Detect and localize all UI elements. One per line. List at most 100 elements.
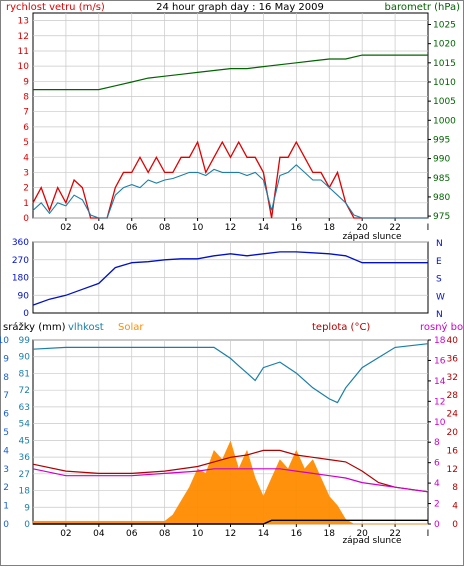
humidity-tick-label: 99 <box>19 336 31 346</box>
humidity-xtick-end: I <box>427 529 430 539</box>
wind-tick-label: 0 <box>23 214 29 224</box>
wind-tick-label: 5 <box>23 138 29 148</box>
wind-xtick-label: 18 <box>324 223 336 233</box>
temperature-tick-label: 0 <box>452 520 458 530</box>
compass-label: S <box>436 275 442 285</box>
wind-tick-label: 12 <box>18 32 29 42</box>
humidity-tick-label: 63 <box>19 403 30 413</box>
gust-series <box>32 164 428 219</box>
wind-tick-label: 4 <box>23 153 29 163</box>
wind-axis-label: rychlost vetru (m/s) <box>6 2 105 13</box>
sunset-note-2: západ slunce <box>342 536 402 546</box>
humidity-tick-label: 27 <box>19 470 30 480</box>
temperature-tick-label: 24 <box>447 410 459 420</box>
temperature-tick-label: 8 <box>452 483 458 493</box>
dewpoint-tick-label: 14 <box>434 377 446 387</box>
wind-tick-label: 7 <box>23 108 29 118</box>
humidity-xtick-label: 04 <box>93 529 105 539</box>
pressure-tick-label: 1000 <box>433 116 456 126</box>
temperature-tick-label: 12 <box>447 465 458 475</box>
rain-axis-label: srážky (mm) <box>3 321 66 333</box>
rain-tick-label: 10 <box>0 336 9 346</box>
temperature-axis-label: teplota (°C) <box>312 322 370 333</box>
humidity-tick-label: 9 <box>24 503 30 513</box>
humidity-xtick-label: 22 <box>389 529 400 539</box>
humidity-axis-label: vlhkost <box>68 322 104 333</box>
humidity-tick-label: 72 <box>19 386 30 396</box>
wind-xtick-label: 12 <box>225 223 236 233</box>
direction-tick-label: 180 <box>12 274 29 284</box>
compass-label: E <box>436 257 442 267</box>
dewpoint-axis-label: rosný bod <box>420 321 464 333</box>
pressure-tick-label: 975 <box>433 212 450 222</box>
direction-series <box>32 251 428 306</box>
humidity-tick-label: 18 <box>19 487 31 497</box>
rain-tick-label: 8 <box>3 373 9 383</box>
temperature-tick-label: 4 <box>452 502 458 512</box>
rain-tick-label: 2 <box>3 483 9 493</box>
wind-tick-label: 9 <box>23 77 29 87</box>
pressure-tick-label: 1005 <box>433 97 456 107</box>
rain-tick-label: 9 <box>3 354 9 364</box>
humidity-tick-label: 0 <box>24 520 30 530</box>
compass-label: N <box>436 239 443 249</box>
pressure-series <box>33 54 428 91</box>
rain-tick-label: 6 <box>3 410 9 420</box>
compass-label: N <box>436 310 443 320</box>
humidity-xtick-label: 18 <box>324 529 336 539</box>
temperature-tick-label: 16 <box>447 446 459 456</box>
temperature-series <box>32 449 429 493</box>
humidity-tick-label: 36 <box>19 453 31 463</box>
temperature-tick-label: 28 <box>447 391 459 401</box>
pressure-tick-label: 1015 <box>433 59 456 69</box>
wind-tick-label: 11 <box>18 47 29 57</box>
wind-xtick-label: 08 <box>159 223 171 233</box>
rain-tick-label: 3 <box>3 465 9 475</box>
pressure-tick-label: 1020 <box>433 40 456 50</box>
humidity-xtick-label: 16 <box>291 529 303 539</box>
humidity-tick-label: 90 <box>19 353 31 363</box>
humidity-tick-label: 45 <box>19 436 30 446</box>
wind-xtick-label: 06 <box>126 223 138 233</box>
dewpoint-tick-label: 18 <box>434 336 446 346</box>
wind-xtick-end: I <box>427 223 430 233</box>
wind-xtick-label: 04 <box>93 223 105 233</box>
direction-tick-label: 360 <box>12 238 29 248</box>
wind-series <box>32 140 428 219</box>
pressure-tick-label: 980 <box>433 193 450 203</box>
dewpoint-tick-label: 10 <box>434 418 446 428</box>
wind-tick-label: 13 <box>18 17 29 27</box>
rain-tick-label: 0 <box>3 520 9 530</box>
humidity-xtick-label: 10 <box>192 529 204 539</box>
direction-tick-label: 90 <box>18 291 30 301</box>
temperature-tick-label: 36 <box>447 354 459 364</box>
dewpoint-tick-label: 8 <box>434 438 440 448</box>
sunset-note-1: západ slunce <box>342 232 402 242</box>
humidity-xtick-label: 08 <box>159 529 171 539</box>
rain-series <box>33 519 428 525</box>
pressure-tick-label: 990 <box>433 155 450 165</box>
humidity-xtick-label: 12 <box>225 529 236 539</box>
solar-axis-label: Solar <box>118 322 144 333</box>
wind-tick-label: 10 <box>18 62 30 72</box>
pressure-tick-label: 1010 <box>433 78 456 88</box>
wind-tick-label: 1 <box>23 199 29 209</box>
temperature-tick-label: 32 <box>447 373 458 383</box>
pressure-axis-label: barometr (hPa) <box>385 2 461 13</box>
dewpoint-tick-label: 12 <box>434 397 445 407</box>
temperature-tick-label: 20 <box>447 428 459 438</box>
temperature-tick-label: 40 <box>447 336 459 346</box>
direction-tick-label: 0 <box>23 309 29 319</box>
rain-tick-label: 5 <box>3 428 9 438</box>
wind-xtick-label: 14 <box>258 223 270 233</box>
humidity-xtick-label: 20 <box>356 529 368 539</box>
dewpoint-tick-label: 0 <box>434 520 440 530</box>
dewpoint-tick-label: 4 <box>434 479 440 489</box>
compass-label: W <box>436 292 445 302</box>
wind-tick-label: 2 <box>23 184 29 194</box>
wind-tick-label: 8 <box>23 93 29 103</box>
humidity-xtick-label: 06 <box>126 529 138 539</box>
rain-tick-label: 7 <box>3 391 9 401</box>
